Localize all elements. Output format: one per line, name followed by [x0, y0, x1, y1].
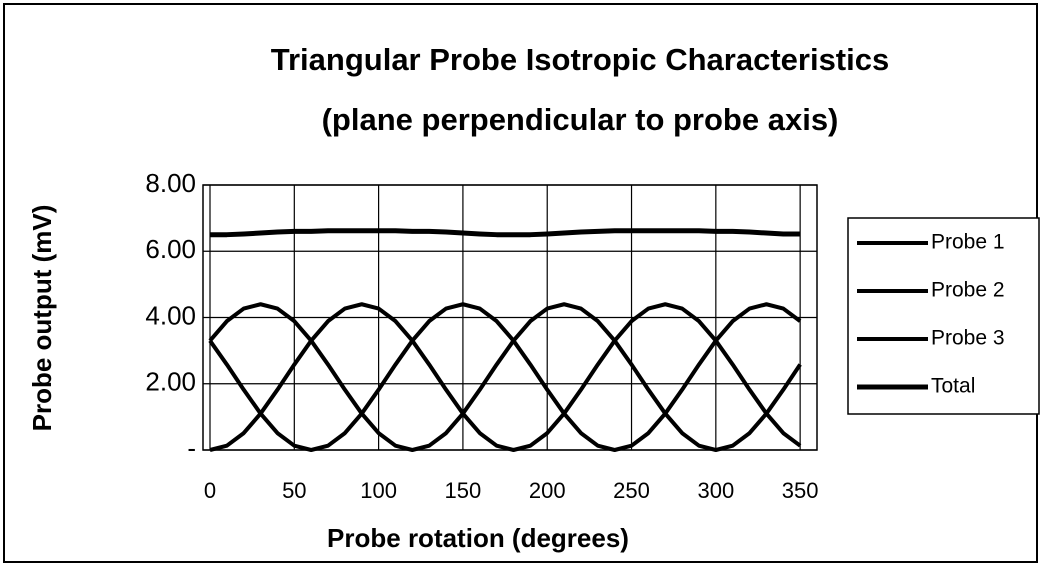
series-line — [208, 302, 802, 452]
x-axis-label: Probe rotation (degrees) — [327, 523, 629, 553]
legend-label: Probe 3 — [931, 327, 1005, 350]
x-tick-label: 200 — [529, 478, 566, 503]
y-axis-label: Probe output (mV) — [27, 205, 57, 432]
series-line — [209, 302, 802, 452]
x-tick-label: 300 — [697, 478, 734, 503]
y-tick-label: 2.00 — [145, 367, 196, 397]
y-tick-label: 6.00 — [145, 234, 196, 264]
x-tick-label: 50 — [282, 478, 306, 503]
x-tick-label: 0 — [204, 478, 216, 503]
x-tick-label: 250 — [613, 478, 650, 503]
x-tick-label: 100 — [360, 478, 397, 503]
chart-title: Triangular Probe Isotropic Characteristi… — [271, 42, 889, 77]
legend-label: Total — [931, 375, 975, 398]
y-tick-label: - — [187, 433, 196, 463]
legend-box — [847, 217, 1040, 415]
x-tick-label: 350 — [782, 478, 819, 503]
legend-label: Probe 2 — [931, 279, 1005, 302]
chart-subtitle: (plane perpendicular to probe axis) — [322, 102, 839, 137]
series-line — [208, 302, 802, 452]
y-tick-label: 4.00 — [145, 300, 196, 330]
x-tick-label: 150 — [445, 478, 482, 503]
y-tick-label: 8.00 — [145, 168, 196, 198]
legend-label: Probe 1 — [931, 231, 1005, 254]
series-line — [210, 228, 801, 238]
